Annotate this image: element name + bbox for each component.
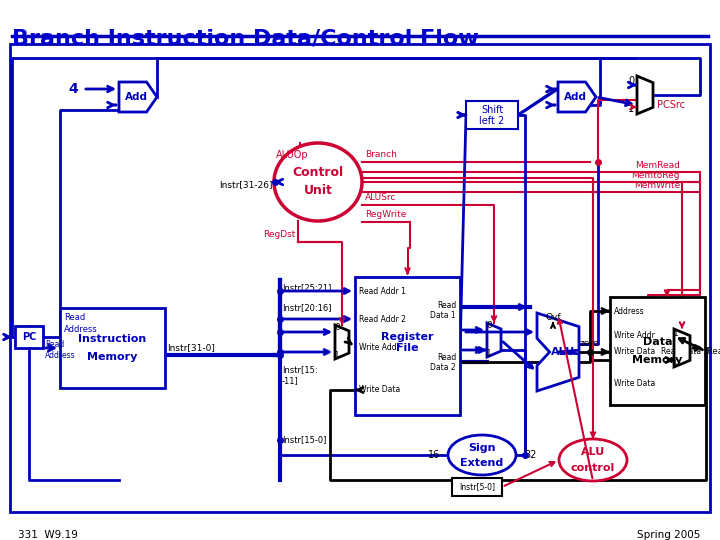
Text: 0: 0 bbox=[628, 76, 634, 86]
Text: RegWrite: RegWrite bbox=[365, 210, 406, 219]
Text: 0: 0 bbox=[673, 359, 679, 368]
Text: 32: 32 bbox=[524, 450, 536, 460]
Text: Spring 2005: Spring 2005 bbox=[636, 530, 700, 540]
Text: 1: 1 bbox=[486, 349, 492, 359]
Text: Read Data: Read Data bbox=[661, 347, 701, 355]
Text: Control: Control bbox=[292, 166, 343, 179]
Text: Read Addr 1: Read Addr 1 bbox=[359, 287, 406, 295]
Text: 331  W9.19: 331 W9.19 bbox=[18, 530, 78, 540]
Text: Write Data: Write Data bbox=[614, 348, 655, 356]
Text: 16: 16 bbox=[428, 450, 440, 460]
Text: Write Addr: Write Addr bbox=[614, 330, 655, 340]
Text: ALUSrc: ALUSrc bbox=[365, 193, 397, 202]
Text: PC: PC bbox=[22, 332, 36, 342]
Text: Read
Address: Read Address bbox=[45, 340, 76, 360]
Text: File: File bbox=[396, 343, 419, 353]
Text: ALU: ALU bbox=[551, 347, 575, 357]
Text: Write Data: Write Data bbox=[614, 379, 655, 388]
Text: -11]: -11] bbox=[282, 376, 299, 386]
Polygon shape bbox=[558, 82, 596, 112]
Bar bbox=[10, 44, 710, 512]
Text: Instr[25:21]: Instr[25:21] bbox=[282, 284, 331, 293]
Text: Branch: Branch bbox=[365, 150, 397, 159]
Text: Data 1: Data 1 bbox=[431, 310, 456, 320]
Text: Write Addr: Write Addr bbox=[359, 342, 400, 352]
Text: Add: Add bbox=[125, 92, 148, 102]
Text: MemtoReg: MemtoReg bbox=[631, 171, 680, 180]
Bar bbox=[355, 277, 460, 415]
Text: zero: zero bbox=[580, 340, 599, 348]
Polygon shape bbox=[335, 325, 349, 359]
Text: Instr[20:16]: Instr[20:16] bbox=[282, 303, 331, 313]
Text: Read Data: Read Data bbox=[707, 347, 720, 355]
Text: MemWrite: MemWrite bbox=[634, 181, 680, 190]
Text: Data 2: Data 2 bbox=[431, 362, 456, 372]
Text: Data: Data bbox=[643, 337, 672, 347]
Text: Extend: Extend bbox=[460, 458, 503, 468]
Text: Unit: Unit bbox=[304, 185, 333, 198]
Bar bbox=[60, 308, 165, 388]
Text: Instr[15:: Instr[15: bbox=[282, 366, 318, 375]
Text: 1: 1 bbox=[673, 328, 679, 338]
Text: Read: Read bbox=[437, 353, 456, 361]
Text: 1: 1 bbox=[628, 104, 634, 114]
Text: PCSrc: PCSrc bbox=[657, 100, 685, 110]
Bar bbox=[452, 478, 502, 496]
Text: Instr[5-0]: Instr[5-0] bbox=[456, 483, 498, 492]
Ellipse shape bbox=[448, 435, 516, 475]
Text: Add: Add bbox=[564, 92, 587, 102]
Text: Memory: Memory bbox=[87, 352, 138, 362]
Text: Instr[31-26]: Instr[31-26] bbox=[220, 180, 273, 190]
Text: Branch Instruction Data/Control Flow: Branch Instruction Data/Control Flow bbox=[12, 28, 479, 48]
Polygon shape bbox=[487, 323, 501, 357]
Text: Instr[5-0]: Instr[5-0] bbox=[459, 483, 495, 491]
Text: Read Addr 2: Read Addr 2 bbox=[359, 314, 406, 323]
Text: left 2: left 2 bbox=[480, 116, 505, 126]
Ellipse shape bbox=[274, 143, 362, 221]
Text: Read: Read bbox=[437, 300, 456, 309]
Text: Memory: Memory bbox=[632, 355, 683, 365]
Bar bbox=[466, 101, 518, 129]
Text: Ovf: Ovf bbox=[545, 314, 561, 322]
Text: 1: 1 bbox=[334, 352, 340, 361]
Text: RegDst: RegDst bbox=[264, 230, 296, 239]
Text: 0: 0 bbox=[334, 323, 340, 333]
Bar bbox=[610, 297, 705, 405]
Text: Address: Address bbox=[64, 326, 98, 334]
Text: Instruction: Instruction bbox=[78, 334, 147, 344]
Text: Register: Register bbox=[382, 332, 433, 342]
Text: Sign: Sign bbox=[468, 443, 496, 453]
Text: Address: Address bbox=[614, 307, 644, 315]
Ellipse shape bbox=[559, 439, 627, 481]
Text: MemRead: MemRead bbox=[635, 161, 680, 170]
Text: Write Data: Write Data bbox=[359, 386, 400, 395]
Text: ALUOp: ALUOp bbox=[276, 150, 309, 160]
Text: ALU: ALU bbox=[581, 447, 605, 457]
Text: 0: 0 bbox=[486, 321, 492, 330]
Text: Instr[15-0]: Instr[15-0] bbox=[282, 435, 326, 444]
Polygon shape bbox=[637, 76, 653, 114]
Polygon shape bbox=[119, 82, 157, 112]
Text: 4: 4 bbox=[68, 82, 78, 96]
Text: control: control bbox=[571, 463, 615, 473]
Text: Shift: Shift bbox=[481, 105, 503, 115]
Bar bbox=[15, 326, 43, 348]
Text: Read: Read bbox=[64, 314, 85, 322]
Polygon shape bbox=[674, 329, 690, 367]
Polygon shape bbox=[537, 313, 579, 391]
Text: Instr[31-0]: Instr[31-0] bbox=[167, 343, 215, 352]
